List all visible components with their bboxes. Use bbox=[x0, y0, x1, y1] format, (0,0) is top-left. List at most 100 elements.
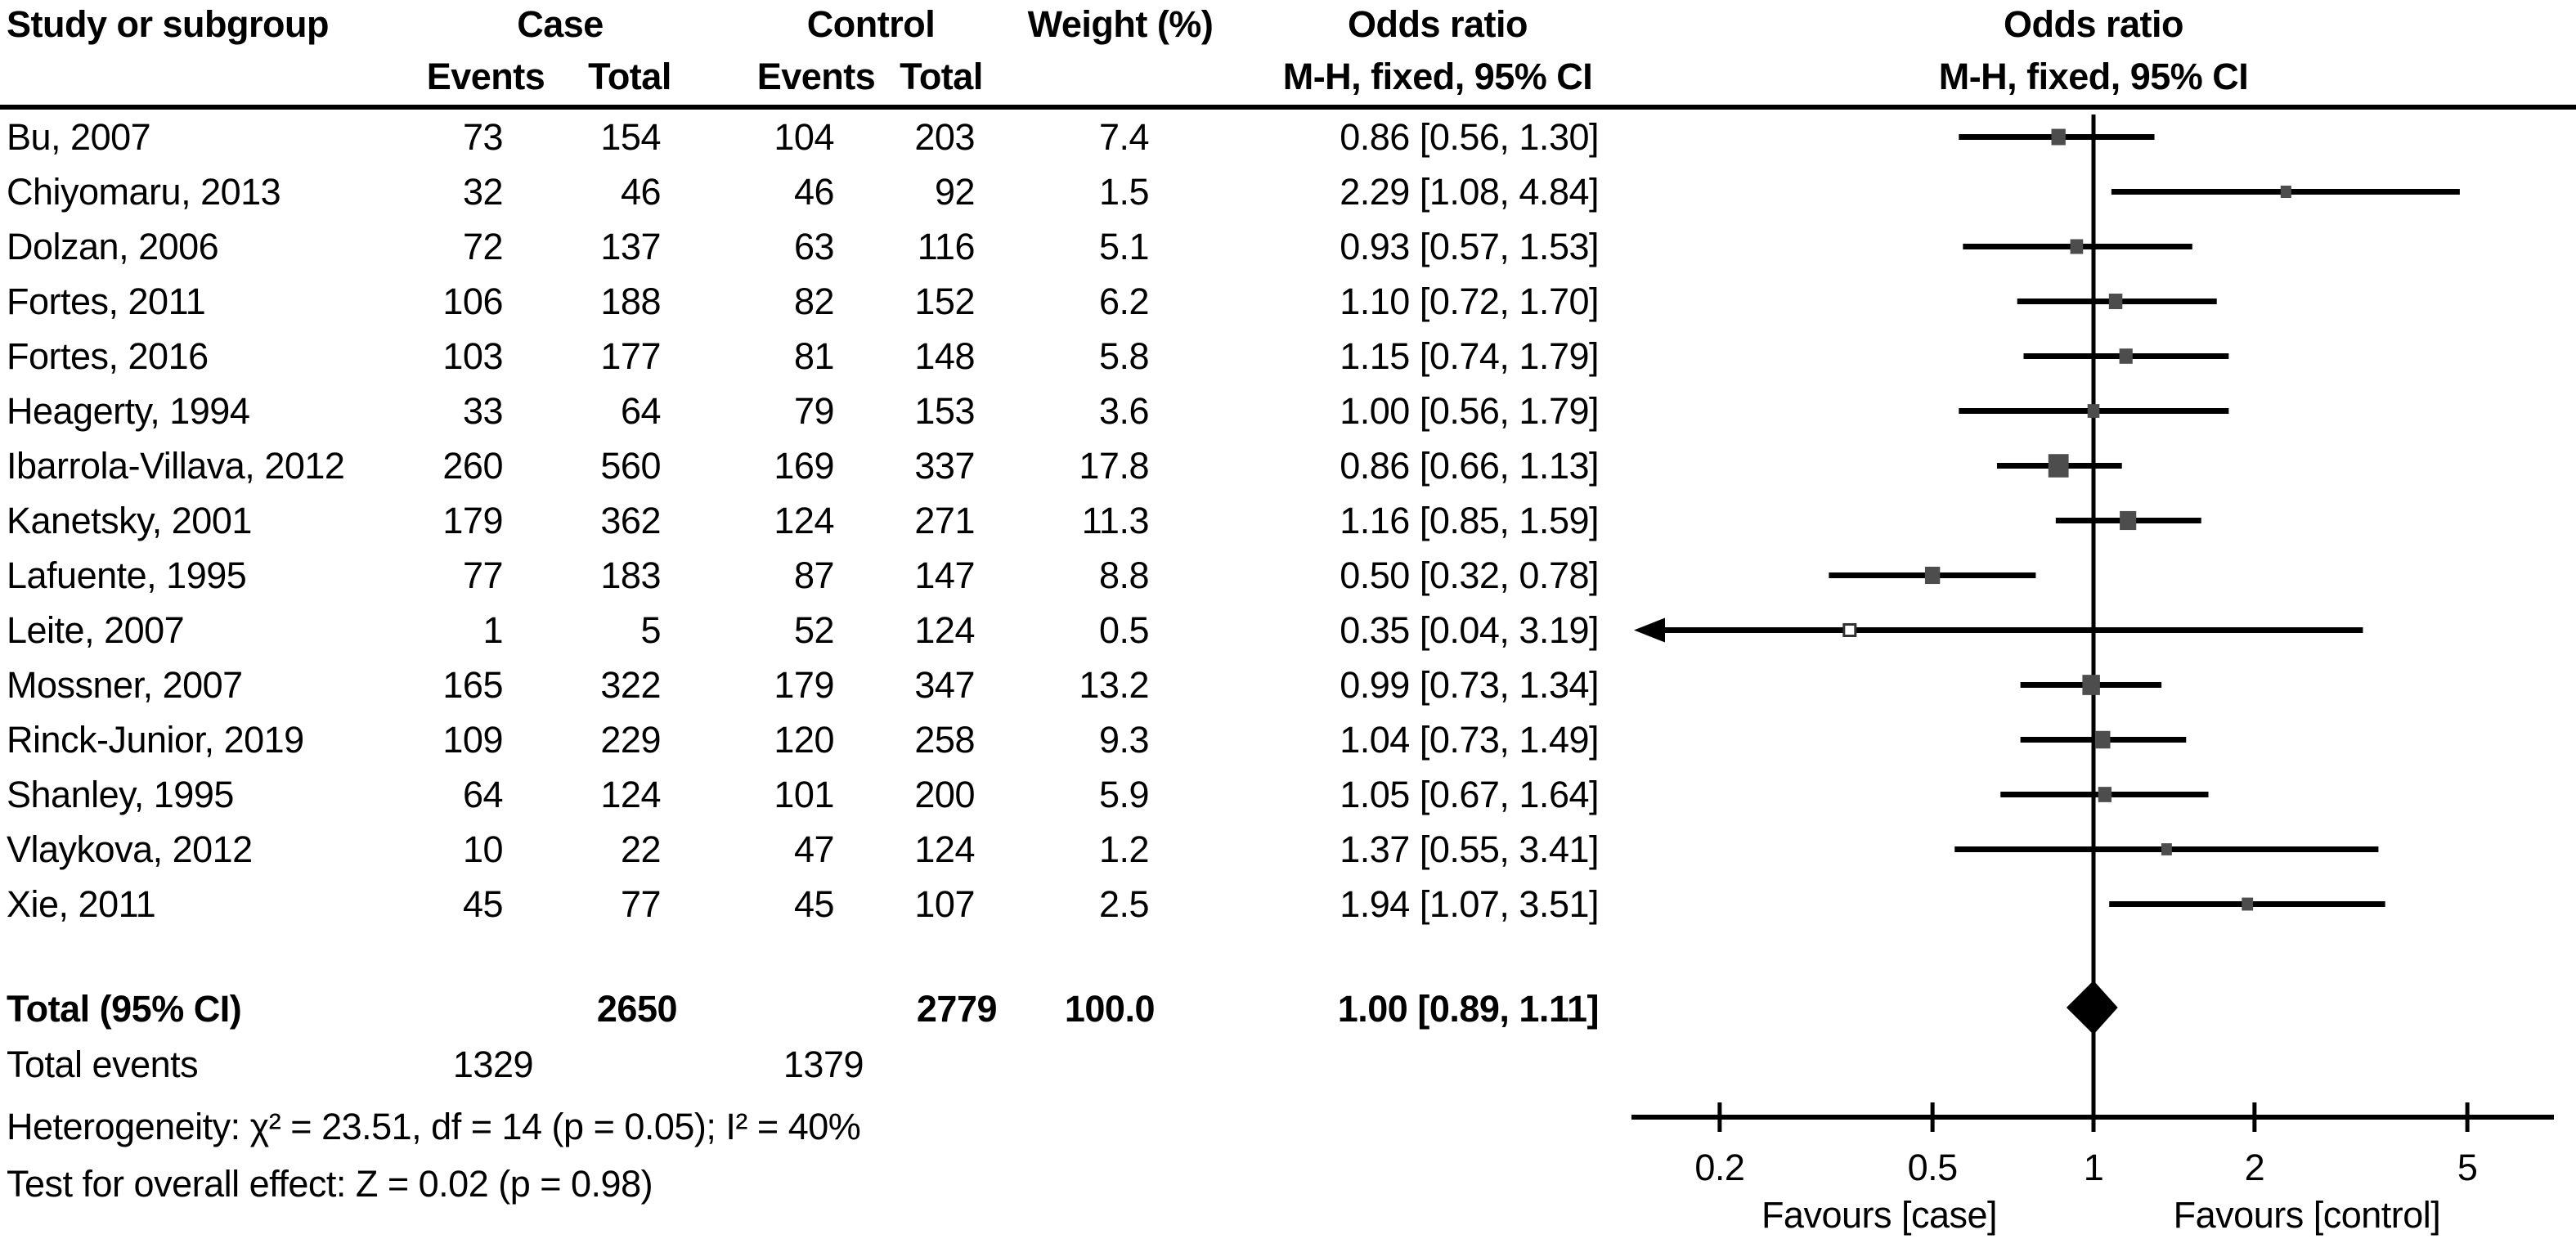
control-total-cell: 147 bbox=[914, 554, 975, 596]
effect-marker bbox=[2048, 454, 2069, 478]
header-case: Case bbox=[517, 3, 604, 45]
study-row: Bu, 2007 73 154 104 203 7.4 0.86 [0.56, 1.30] bbox=[0, 110, 1636, 164]
case-total-cell: 46 bbox=[620, 171, 662, 213]
weight-cell: 5.9 bbox=[1098, 774, 1150, 815]
x-axis-tick-label: 2 bbox=[2244, 1147, 2265, 1188]
weight-cell: 17.8 bbox=[1079, 445, 1149, 487]
favours-case-label: Favours [case] bbox=[1761, 1194, 1998, 1236]
header-mh-ci-plot: M-H, fixed, 95% CI bbox=[1938, 56, 2249, 97]
effect-marker-open bbox=[1842, 623, 1857, 637]
odds-ratio-cell: 1.16 [0.85, 1.59] bbox=[1340, 500, 1599, 541]
x-axis-tick-label: 1 bbox=[2083, 1147, 2104, 1188]
effect-marker bbox=[2082, 675, 2100, 695]
weight-cell: 9.3 bbox=[1098, 719, 1150, 761]
study-label: Chiyomaru, 2013 bbox=[7, 171, 281, 213]
study-row: Vlaykova, 2012 10 22 47 124 1.2 1.37 [0.55, 3.… bbox=[0, 822, 1636, 877]
case-total-cell: 154 bbox=[600, 116, 661, 158]
control-total-cell: 271 bbox=[914, 500, 975, 541]
study-label: Shanley, 1995 bbox=[7, 774, 234, 815]
case-events-cell: 64 bbox=[462, 774, 504, 815]
study-row: Rinck-Junior, 2019 109 229 120 258 9.3 1.04 [0… bbox=[0, 712, 1636, 767]
favours-control-label: Favours [control] bbox=[2173, 1194, 2441, 1236]
odds-ratio-cell: 2.29 [1.08, 4.84] bbox=[1340, 171, 1599, 213]
study-row: Shanley, 1995 64 124 101 200 5.9 1.05 [0.67, 1… bbox=[0, 767, 1636, 822]
weight-cell: 3.6 bbox=[1098, 390, 1150, 432]
case-total-cell: 229 bbox=[600, 719, 661, 761]
control-events-cell: 46 bbox=[793, 171, 835, 213]
weight-cell: 1.5 bbox=[1098, 171, 1150, 213]
odds-ratio-cell: 1.10 [0.72, 1.70] bbox=[1340, 281, 1599, 322]
control-total-cell: 203 bbox=[914, 116, 975, 158]
study-label: Heagerty, 1994 bbox=[7, 390, 250, 432]
header-control-events: Events bbox=[756, 56, 876, 97]
header-mh-ci: M-H, fixed, 95% CI bbox=[1282, 56, 1593, 97]
odds-ratio-cell: 1.37 [0.55, 3.41] bbox=[1340, 828, 1599, 870]
total-events-case: 1329 bbox=[452, 1044, 534, 1085]
effect-marker bbox=[2280, 185, 2291, 199]
control-total-cell: 347 bbox=[914, 664, 975, 706]
effect-marker bbox=[2161, 843, 2172, 855]
control-events-cell: 169 bbox=[774, 445, 834, 487]
total-control-total: 2779 bbox=[916, 988, 998, 1030]
case-events-cell: 10 bbox=[462, 828, 504, 870]
odds-ratio-cell: 0.86 [0.66, 1.13] bbox=[1340, 445, 1599, 487]
control-events-cell: 45 bbox=[793, 883, 835, 925]
x-axis-tick-label: 0.2 bbox=[1694, 1147, 1745, 1188]
case-events-cell: 106 bbox=[442, 281, 503, 322]
control-events-cell: 87 bbox=[793, 554, 835, 596]
case-events-cell: 33 bbox=[462, 390, 504, 432]
case-total-cell: 177 bbox=[600, 335, 661, 377]
odds-ratio-cell: 1.15 [0.74, 1.79] bbox=[1340, 335, 1599, 377]
heterogeneity-text: Heterogeneity: χ² = 23.51, df = 14 (p = … bbox=[7, 1106, 861, 1147]
study-row: Leite, 2007 1 5 52 124 0.5 0.35 [0.04, 3.19] bbox=[0, 603, 1636, 658]
header-odds-ratio: Odds ratio bbox=[1347, 3, 1528, 45]
case-events-cell: 45 bbox=[462, 883, 504, 925]
study-label: Xie, 2011 bbox=[7, 883, 156, 925]
case-events-cell: 260 bbox=[442, 445, 503, 487]
study-label: Lafuente, 1995 bbox=[7, 554, 247, 596]
case-total-cell: 5 bbox=[640, 609, 661, 651]
header-case-events: Events bbox=[426, 56, 545, 97]
study-row: Ibarrola-Villava, 2012 260 560 169 337 17.8 0.… bbox=[0, 438, 1636, 493]
effect-marker bbox=[2070, 239, 2084, 254]
x-axis-tick-label: 5 bbox=[2457, 1147, 2478, 1188]
odds-ratio-cell: 0.50 [0.32, 0.78] bbox=[1340, 554, 1599, 596]
study-label: Vlaykova, 2012 bbox=[7, 828, 253, 870]
effect-marker bbox=[2094, 730, 2111, 749]
odds-ratio-cell: 0.86 [0.56, 1.30] bbox=[1340, 116, 1599, 158]
effect-marker bbox=[2120, 510, 2137, 531]
case-events-cell: 179 bbox=[442, 500, 503, 541]
header-case-total: Total bbox=[588, 56, 671, 97]
effect-marker bbox=[2098, 787, 2112, 802]
control-total-cell: 153 bbox=[914, 390, 975, 432]
control-events-cell: 101 bbox=[774, 774, 834, 815]
study-label: Fortes, 2016 bbox=[7, 335, 209, 377]
study-row: Kanetsky, 2001 179 362 124 271 11.3 1.16 [0.85… bbox=[0, 493, 1636, 548]
control-events-cell: 120 bbox=[774, 719, 834, 761]
effect-marker bbox=[2108, 294, 2123, 309]
total-odds-ratio: 1.00 [0.89, 1.11] bbox=[1337, 988, 1600, 1030]
header-separator-line bbox=[0, 105, 2576, 110]
case-total-cell: 64 bbox=[620, 390, 662, 432]
case-events-cell: 1 bbox=[482, 609, 503, 651]
odds-ratio-cell: 1.04 [0.73, 1.49] bbox=[1340, 719, 1599, 761]
weight-cell: 7.4 bbox=[1098, 116, 1150, 158]
study-label: Kanetsky, 2001 bbox=[7, 500, 252, 541]
x-axis-tick-label: 0.5 bbox=[1907, 1147, 1959, 1188]
case-events-cell: 72 bbox=[462, 226, 504, 267]
weight-cell: 11.3 bbox=[1081, 500, 1150, 541]
control-events-cell: 179 bbox=[774, 664, 834, 706]
study-label: Mossner, 2007 bbox=[7, 664, 243, 706]
total-row-label: Total (95% CI) bbox=[7, 988, 242, 1030]
total-events-label: Total events bbox=[7, 1044, 199, 1085]
overall-effect-text: Test for overall effect: Z = 0.02 (p = 0… bbox=[7, 1163, 653, 1205]
control-total-cell: 152 bbox=[914, 281, 975, 322]
total-case-total: 2650 bbox=[596, 988, 678, 1030]
weight-cell: 13.2 bbox=[1079, 664, 1149, 706]
case-total-cell: 183 bbox=[600, 554, 661, 596]
case-total-cell: 188 bbox=[600, 281, 661, 322]
case-events-cell: 109 bbox=[442, 719, 503, 761]
effect-marker bbox=[2051, 128, 2066, 146]
case-events-cell: 77 bbox=[462, 554, 504, 596]
study-row: Fortes, 2016 103 177 81 148 5.8 1.15 [0.74, 1.… bbox=[0, 329, 1636, 384]
